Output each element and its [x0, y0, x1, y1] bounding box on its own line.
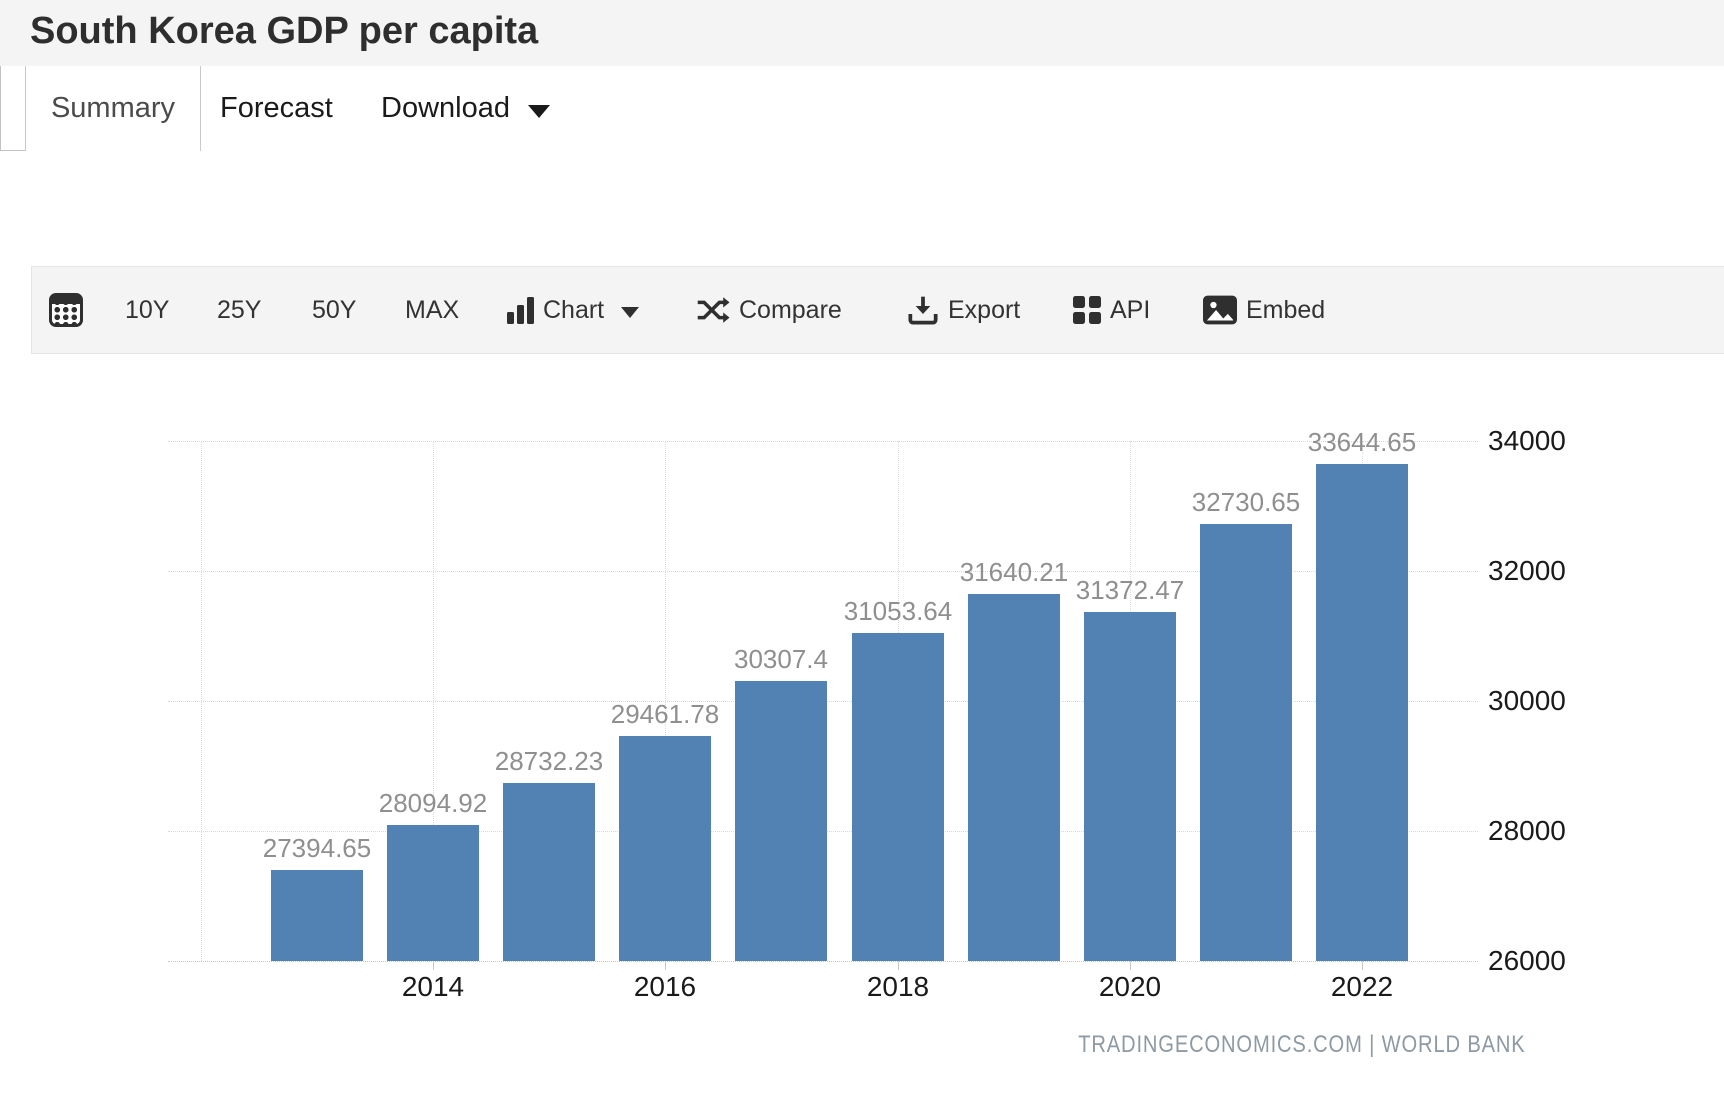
tab-forecast[interactable]: Forecast [220, 66, 333, 151]
bar-2017[interactable] [735, 681, 827, 961]
range-10y-label: 10Y [125, 295, 170, 324]
compare-label: Compare [739, 295, 842, 324]
bar-value-label-2017: 30307.4 [734, 644, 828, 674]
y-axis-label-30000: 30000 [1488, 685, 1566, 716]
tabbar-bottom-border [0, 150, 25, 151]
bar-2014[interactable] [387, 825, 479, 961]
bar-value-label-2020: 31372.47 [1075, 575, 1185, 605]
page-title: South Korea GDP per capita [30, 10, 539, 52]
tab-download[interactable]: Download [381, 66, 550, 151]
embed-button[interactable]: Embed [1203, 267, 1325, 353]
x-axis-label-2018: 2018 [866, 971, 930, 1002]
x-gridline-2014 [433, 441, 434, 961]
export-label: Export [948, 295, 1021, 324]
page-header: South Korea GDP per capita [0, 0, 1724, 66]
y-gridline-26000 [168, 961, 1478, 962]
bar-2019[interactable] [968, 594, 1060, 961]
compare-button[interactable]: Compare [696, 267, 842, 353]
chart-type-button[interactable]: Chart [507, 267, 640, 353]
chart-toolbar: 10Y 25Y 50Y MAX Chart Compare [31, 266, 1724, 354]
x-axis-label-2020: 2020 [1098, 971, 1162, 1002]
tab-summary-label: Summary [50, 92, 176, 124]
grid-icon [1073, 296, 1101, 324]
download-icon [907, 294, 939, 326]
y-axis-label-32000: 32000 [1488, 555, 1566, 586]
range-50y-label: 50Y [312, 295, 357, 324]
image-icon [1203, 295, 1237, 325]
x-axis-label-2022: 2022 [1330, 971, 1394, 1002]
bar-value-label-2019: 31640.21 [959, 557, 1069, 587]
calendar-icon [49, 293, 83, 327]
bar-2020[interactable] [1084, 612, 1176, 961]
bar-2018[interactable] [852, 633, 944, 961]
bar-2013[interactable] [271, 870, 363, 961]
range-50y-button[interactable]: 50Y [312, 267, 356, 353]
range-max-button[interactable]: MAX [405, 267, 459, 353]
x-gridline-2016 [665, 441, 666, 961]
x-gridline-left [201, 441, 202, 961]
y-axis-label-26000: 26000 [1488, 945, 1566, 976]
bar-chart-icon [507, 296, 534, 324]
tab-summary[interactable]: Summary [25, 66, 201, 151]
y-gridline-32000 [168, 571, 1478, 572]
shuffle-icon [696, 296, 730, 324]
bar-2021[interactable] [1200, 524, 1292, 961]
chart-type-label: Chart [543, 295, 605, 324]
x-tick-2014 [433, 961, 434, 970]
chart-attribution-link[interactable]: TRADINGECONOMICS.COM | WORLD BANK [1078, 1031, 1526, 1058]
bar-value-label-2013: 27394.65 [262, 833, 372, 863]
caret-down-icon [527, 105, 550, 118]
api-label: API [1110, 295, 1151, 324]
export-button[interactable]: Export [907, 267, 1020, 353]
bar-value-label-2015: 28732.23 [494, 746, 604, 776]
caret-down-icon [621, 306, 640, 318]
calendar-button[interactable] [49, 267, 83, 353]
x-tick-2020 [1130, 961, 1131, 970]
x-tick-2022 [1362, 961, 1363, 970]
range-25y-button[interactable]: 25Y [217, 267, 261, 353]
y-axis-label-28000: 28000 [1488, 815, 1566, 846]
bar-2016[interactable] [619, 736, 711, 961]
y-gridline-34000 [168, 441, 1478, 442]
bar-value-label-2016: 29461.78 [610, 699, 720, 729]
range-25y-label: 25Y [217, 295, 262, 324]
api-button[interactable]: API [1073, 267, 1150, 353]
bar-value-label-2022: 33644.65 [1307, 427, 1417, 457]
bar-value-label-2018: 31053.64 [843, 596, 953, 626]
tab-forecast-label: Forecast [220, 92, 333, 124]
bar-value-label-2021: 32730.65 [1191, 487, 1301, 517]
tabbar-left-border [0, 66, 1, 151]
tab-download-label: Download [381, 92, 510, 124]
bar-value-label-2014: 28094.92 [378, 788, 488, 818]
x-axis-label-2014: 2014 [401, 971, 465, 1002]
embed-label: Embed [1246, 295, 1326, 324]
x-tick-2016 [665, 961, 666, 970]
y-axis-label-34000: 34000 [1488, 425, 1566, 456]
bar-2022[interactable] [1316, 464, 1408, 961]
x-axis-label-2016: 2016 [633, 971, 697, 1002]
range-10y-button[interactable]: 10Y [125, 267, 169, 353]
bar-2015[interactable] [503, 783, 595, 961]
x-tick-2018 [898, 961, 899, 970]
range-max-label: MAX [405, 295, 460, 324]
